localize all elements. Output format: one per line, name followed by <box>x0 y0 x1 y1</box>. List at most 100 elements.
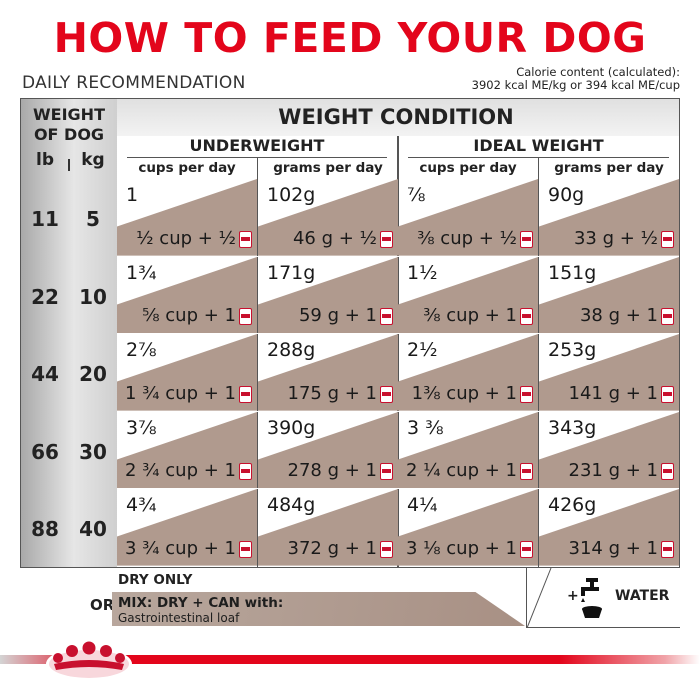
feeding-cell: ⅞ ⅜ cup + ½ <box>398 179 538 256</box>
dry-only-amount: 1 <box>126 184 139 206</box>
can-icon <box>239 308 252 326</box>
unit-kg-header: kg <box>81 150 105 170</box>
row-weight-lb: 11 <box>31 207 59 231</box>
row-weight-kg: 5 <box>86 207 100 231</box>
mix-amount-text: 33 g + ½ <box>573 227 658 249</box>
feeding-cell: 1½ ⅜ cup + 1 <box>398 256 538 334</box>
mix-amount: 231 g + 1 <box>569 460 674 481</box>
dry-only-amount: 390g <box>267 416 316 439</box>
can-icon <box>380 540 393 558</box>
mix-amount: 372 g + 1 <box>288 538 393 559</box>
mix-label: MIX: DRY + CAN with: <box>118 595 284 611</box>
mix-triangle <box>398 411 538 489</box>
feeding-cell: 484g 372 g + 1 <box>258 489 398 566</box>
mix-amount: ⅜ cup + ½ <box>417 228 533 249</box>
mix-amount-text: 2 ¾ cup + 1 <box>124 460 236 482</box>
feeding-cell: 2⅞ 1 ¾ cup + 1 <box>117 334 257 411</box>
underweight-underline <box>127 157 387 158</box>
feeding-cell: 4¼ 3 ⅛ cup + 1 <box>398 489 538 566</box>
row-divider <box>117 333 679 335</box>
mix-amount: 1 ¾ cup + 1 <box>125 383 252 404</box>
dry-only-amount: 151g <box>548 261 597 284</box>
mix-amount-text: 3 ¾ cup + 1 <box>124 537 236 559</box>
mix-amount: ⅝ cup + 1 <box>142 305 252 326</box>
mix-amount-text: ½ cup + ½ <box>136 227 236 249</box>
water-tap-bowl-icon <box>581 578 602 618</box>
dry-only-amount: 3⅞ <box>126 416 157 439</box>
mix-amount: 46 g + ½ <box>293 228 393 249</box>
can-icon <box>520 463 533 481</box>
row-divider <box>117 255 679 257</box>
ideal-weight-underline <box>408 157 669 158</box>
can-icon <box>380 385 393 403</box>
calorie-line-1: Calorie content (calculated): <box>516 65 680 79</box>
weight-column <box>21 99 117 567</box>
mix-amount: 141 g + 1 <box>569 383 674 404</box>
dry-only-amount: 426g <box>548 494 597 517</box>
feeding-cell: 2½ 1⅜ cup + 1 <box>398 334 538 411</box>
water-plus: + <box>567 588 579 604</box>
can-icon <box>661 385 674 403</box>
feeding-cell: 343g 231 g + 1 <box>539 411 679 489</box>
dry-only-label: DRY ONLY <box>118 572 193 588</box>
mix-amount: 3 ¾ cup + 1 <box>125 538 252 559</box>
ideal-cups-header: cups per day <box>419 160 517 176</box>
mix-amount: ½ cup + ½ <box>136 228 252 249</box>
row-weight-lb: 88 <box>31 517 59 542</box>
feeding-cell: 4¾ 3 ¾ cup + 1 <box>117 489 257 566</box>
feeding-cell: 90g 33 g + ½ <box>539 179 679 256</box>
mix-amount-text: 46 g + ½ <box>292 227 377 249</box>
feeding-cell: 1 ½ cup + ½ <box>117 179 257 256</box>
can-icon <box>520 385 533 403</box>
mix-amount: 2 ¾ cup + 1 <box>125 460 252 481</box>
daily-recommendation-label: DAILY RECOMMENDATION <box>22 73 246 93</box>
mix-triangle <box>258 411 398 489</box>
row-divider <box>117 488 679 490</box>
feeding-cell: 3 ⅜ 2 ¼ cup + 1 <box>398 411 538 489</box>
mix-triangle <box>258 256 398 334</box>
mix-amount: 33 g + ½ <box>574 228 674 249</box>
row-weight-lb: 66 <box>31 439 59 464</box>
underweight-grams-header: grams per day <box>273 160 383 176</box>
col-divider <box>257 158 258 567</box>
feeding-cell: 1¾ ⅝ cup + 1 <box>117 256 257 334</box>
mix-amount-text: 1 ¾ cup + 1 <box>124 382 236 404</box>
feeding-cell: 288g 175 g + 1 <box>258 334 398 411</box>
dry-only-amount: 343g <box>548 416 597 439</box>
mix-amount-text: 141 g + 1 <box>568 382 658 404</box>
dry-only-amount: 1½ <box>407 261 438 284</box>
or-label: OR <box>90 596 115 614</box>
dry-only-amount: 2⅞ <box>126 339 157 362</box>
row-weight-kg: 40 <box>79 517 107 542</box>
mix-triangle <box>539 489 679 566</box>
mix-amount-text: 3 ⅛ cup + 1 <box>405 537 517 559</box>
feeding-cell: 253g 141 g + 1 <box>539 334 679 411</box>
brand-bar <box>0 655 700 664</box>
mix-amount: 2 ¼ cup + 1 <box>406 460 533 481</box>
mix-amount-text: ⅜ cup + 1 <box>423 305 517 327</box>
row-weight-kg: 10 <box>79 284 107 309</box>
mix-triangle <box>539 411 679 489</box>
unit-separator <box>68 159 70 171</box>
feeding-table: WEIGHT CONDITION WEIGHT OF DOG lb kg UND… <box>20 98 680 568</box>
feeding-cell: 426g 314 g + 1 <box>539 489 679 566</box>
mix-triangle <box>117 334 257 411</box>
mix-triangle <box>117 411 257 489</box>
mix-amount: 1⅜ cup + 1 <box>412 383 533 404</box>
mix-amount-text: 278 g + 1 <box>287 460 377 482</box>
mix-amount-text: 2 ¼ cup + 1 <box>405 460 517 482</box>
mix-amount-text: ⅜ cup + ½ <box>417 227 517 249</box>
can-icon <box>239 463 252 481</box>
feeding-cell: 102g 46 g + ½ <box>258 179 398 256</box>
can-icon <box>520 540 533 558</box>
mix-triangle <box>258 489 398 566</box>
mix-amount-text: 314 g + 1 <box>568 537 658 559</box>
calorie-content: Calorie content (calculated): 3902 kcal … <box>472 66 680 92</box>
mix-triangle <box>117 179 257 256</box>
dry-only-amount: 102g <box>267 184 316 206</box>
mix-swatch <box>112 592 525 626</box>
can-icon <box>239 540 252 558</box>
can-icon <box>661 463 674 481</box>
row-weight-lb: 44 <box>31 362 59 387</box>
dry-only-amount: 4¼ <box>407 494 438 517</box>
